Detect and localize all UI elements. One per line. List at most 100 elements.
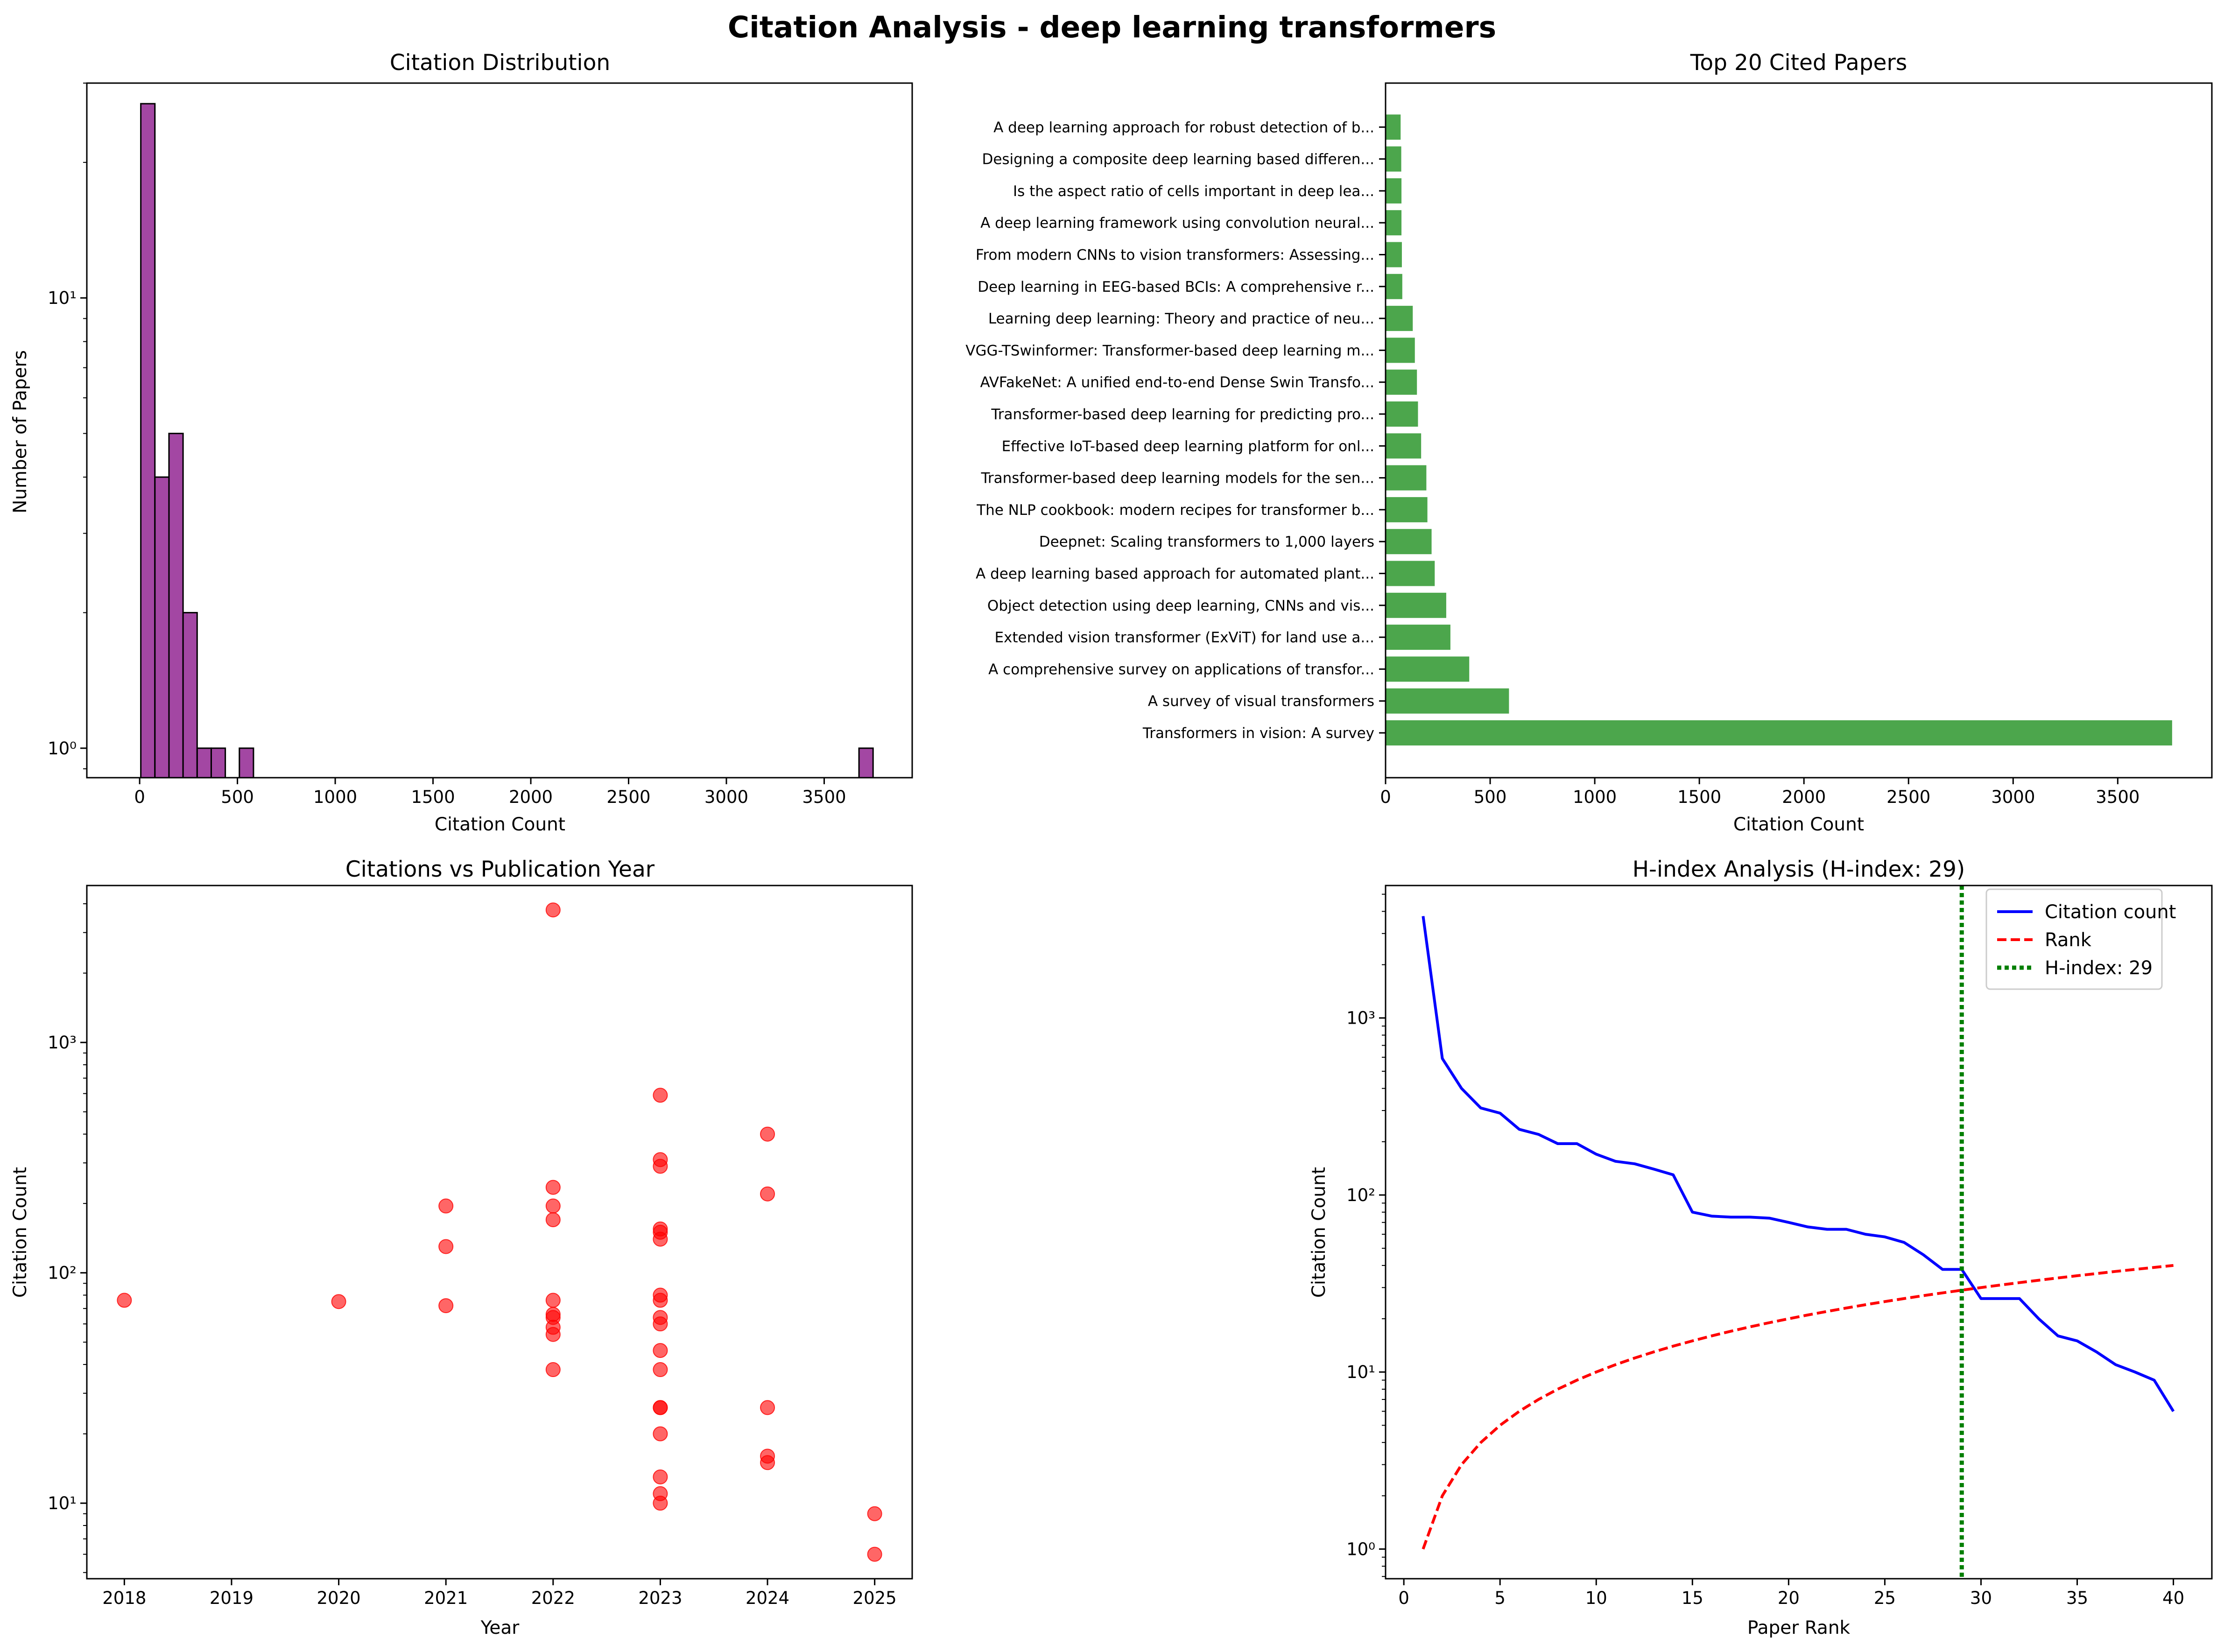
hindex-xtick-label: 15	[1682, 1588, 1703, 1608]
hist-xtick-label: 1000	[313, 787, 357, 807]
hindex-ytick-label: 10²	[1346, 1185, 1375, 1205]
axes-frame	[1385, 885, 2213, 1580]
citation-count-line	[1422, 916, 2175, 1412]
paper-title-label: Transformers in vision: A survey	[1142, 725, 1374, 742]
hist-xtick-label: 0	[134, 787, 145, 807]
scatter-point	[545, 1198, 561, 1214]
scatter-xtick-label: 2024	[746, 1588, 789, 1608]
paper-title-label: Effective IoT-based deep learning platfo…	[1002, 438, 1374, 455]
scatter-xtick-label: 2025	[853, 1588, 897, 1608]
scatter-xtick-label: 2022	[531, 1588, 575, 1608]
hindex-ytick-label: 10⁰	[1346, 1539, 1375, 1559]
hindex-xtick-label: 40	[2162, 1588, 2184, 1608]
panel-citation-distribution: Citation Distribution 0 500 1000 1500 2000 25…	[10, 50, 913, 835]
scatter-point	[867, 1506, 882, 1521]
paper-title-label: A deep learning based approach for autom…	[976, 566, 1374, 583]
hist-ytick-label: 10⁰	[48, 738, 77, 759]
scatter-xtick-label: 2020	[317, 1588, 360, 1608]
histogram-bar	[168, 433, 184, 779]
hindex-ytick-label: 10¹	[1346, 1362, 1375, 1382]
scatter-point	[117, 1293, 132, 1308]
hindex-title: H-index Analysis (H-index: 29)	[1633, 857, 1965, 882]
scatter-point	[760, 1186, 775, 1202]
paper-title-label: A deep learning approach for robust dete…	[993, 119, 1374, 136]
scatter-plot-area: 2018 2019 2020 2021 2022 2023 2024 2025 10¹ 10² 10…	[48, 885, 913, 1608]
paper-bar	[1386, 433, 1422, 459]
paper-title-label: A comprehensive survey on applications o…	[988, 661, 1374, 678]
paper-title-label: Deepnet: Scaling transformers to 1,000 l…	[1039, 534, 1374, 550]
scatter-xtick-label: 2019	[210, 1588, 253, 1608]
panel-h-index: H-index Analysis (H-index: 29) 0 5 10 15 20 2…	[1309, 857, 2213, 1638]
hindex-xtick-label: 25	[1874, 1588, 1896, 1608]
legend-label-h-index: H-index: 29	[2045, 957, 2153, 979]
paper-bar	[1386, 114, 1401, 140]
paper-bar	[1386, 561, 1435, 586]
hindex-plot-area: 0 5 10 15 20 25 30 35 40 10⁰ 10¹ 10² 10³	[1346, 885, 2213, 1608]
paper-title-label: From modern CNNs to vision transformers:…	[976, 247, 1374, 264]
paper-bar	[1386, 688, 1509, 714]
top-xtick-label: 1500	[1677, 787, 1721, 807]
hindex-xtick-label: 20	[1778, 1588, 1800, 1608]
hindex-ylabel: Citation Count	[1309, 1167, 1330, 1298]
hist-xtick-label: 2000	[509, 787, 553, 807]
top-xtick-label: 2000	[1782, 787, 1826, 807]
scatter-xlabel: Year	[480, 1617, 520, 1638]
paper-title-label: Transformer-based deep learning for pred…	[991, 406, 1374, 423]
paper-bar	[1386, 178, 1402, 204]
paper-bar	[1386, 210, 1402, 236]
top-xtick-label: 2500	[1886, 787, 1930, 807]
hist-xtick-label: 3500	[802, 787, 846, 807]
scatter-point	[760, 1126, 775, 1142]
paper-bar	[1386, 656, 1470, 682]
scatter-point	[653, 1469, 668, 1484]
paper-title-label: Extended vision transformer (ExViT) for …	[994, 629, 1374, 646]
paper-bar	[1386, 592, 1446, 618]
paper-title-label: Designing a composite deep learning base…	[982, 151, 1374, 168]
histogram-bar	[196, 747, 212, 779]
hist-xlabel: Citation Count	[435, 814, 565, 835]
paper-title-label: A survey of visual transformers	[1148, 693, 1374, 710]
hindex-xlabel: Paper Rank	[1747, 1617, 1851, 1638]
scatter-point	[653, 1293, 668, 1308]
top-xtick-label: 0	[1380, 787, 1391, 807]
paper-bar	[1386, 625, 1450, 650]
hindex-xtick-label: 5	[1494, 1588, 1506, 1608]
top-title: Top 20 Cited Papers	[1690, 50, 1907, 76]
paper-title-label: Learning deep learning: Theory and pract…	[988, 310, 1374, 327]
top-xtick-label: 3000	[1991, 787, 2035, 807]
paper-bar	[1386, 369, 1417, 395]
scatter-point	[438, 1198, 454, 1214]
scatter-ytick-label: 10³	[48, 1033, 77, 1053]
hist-ylabel: Number of Papers	[10, 350, 31, 513]
panel-top-cited: Top 20 Cited Papers Transformers in visi…	[965, 50, 2213, 835]
hist-xtick-label: 3000	[704, 787, 748, 807]
hindex-xtick-label: 0	[1398, 1588, 1409, 1608]
top-xtick-label: 1000	[1573, 787, 1617, 807]
top-xtick-label: 500	[1474, 787, 1507, 807]
scatter-point	[545, 1212, 561, 1227]
paper-bar	[1386, 274, 1402, 299]
paper-bar	[1386, 401, 1418, 427]
scatter-title: Citations vs Publication Year	[345, 857, 655, 882]
axes-frame	[86, 82, 913, 779]
hindex-xtick-label: 30	[1970, 1588, 1992, 1608]
top-xtick-label: 3500	[2096, 787, 2140, 807]
histogram-bar	[140, 103, 156, 779]
histogram-bar	[154, 476, 170, 779]
hindex-xtick-label: 10	[1585, 1588, 1607, 1608]
scatter-point	[545, 1180, 561, 1195]
paper-title-label: Deep learning in EEG-based BCIs: A compr…	[978, 279, 1374, 295]
scatter-point	[760, 1455, 775, 1470]
hist-title: Citation Distribution	[390, 50, 610, 76]
paper-bar	[1386, 306, 1413, 331]
histogram-bar	[182, 612, 198, 779]
scatter-point	[653, 1159, 668, 1174]
paper-bar	[1386, 465, 1427, 491]
legend-label-rank: Rank	[2045, 929, 2092, 951]
scatter-point	[760, 1400, 775, 1415]
histogram-bar	[239, 747, 254, 779]
paper-title-label: Object detection using deep learning, CN…	[987, 598, 1374, 614]
scatter-ylabel: Citation Count	[10, 1167, 31, 1298]
scatter-point	[545, 1293, 561, 1308]
